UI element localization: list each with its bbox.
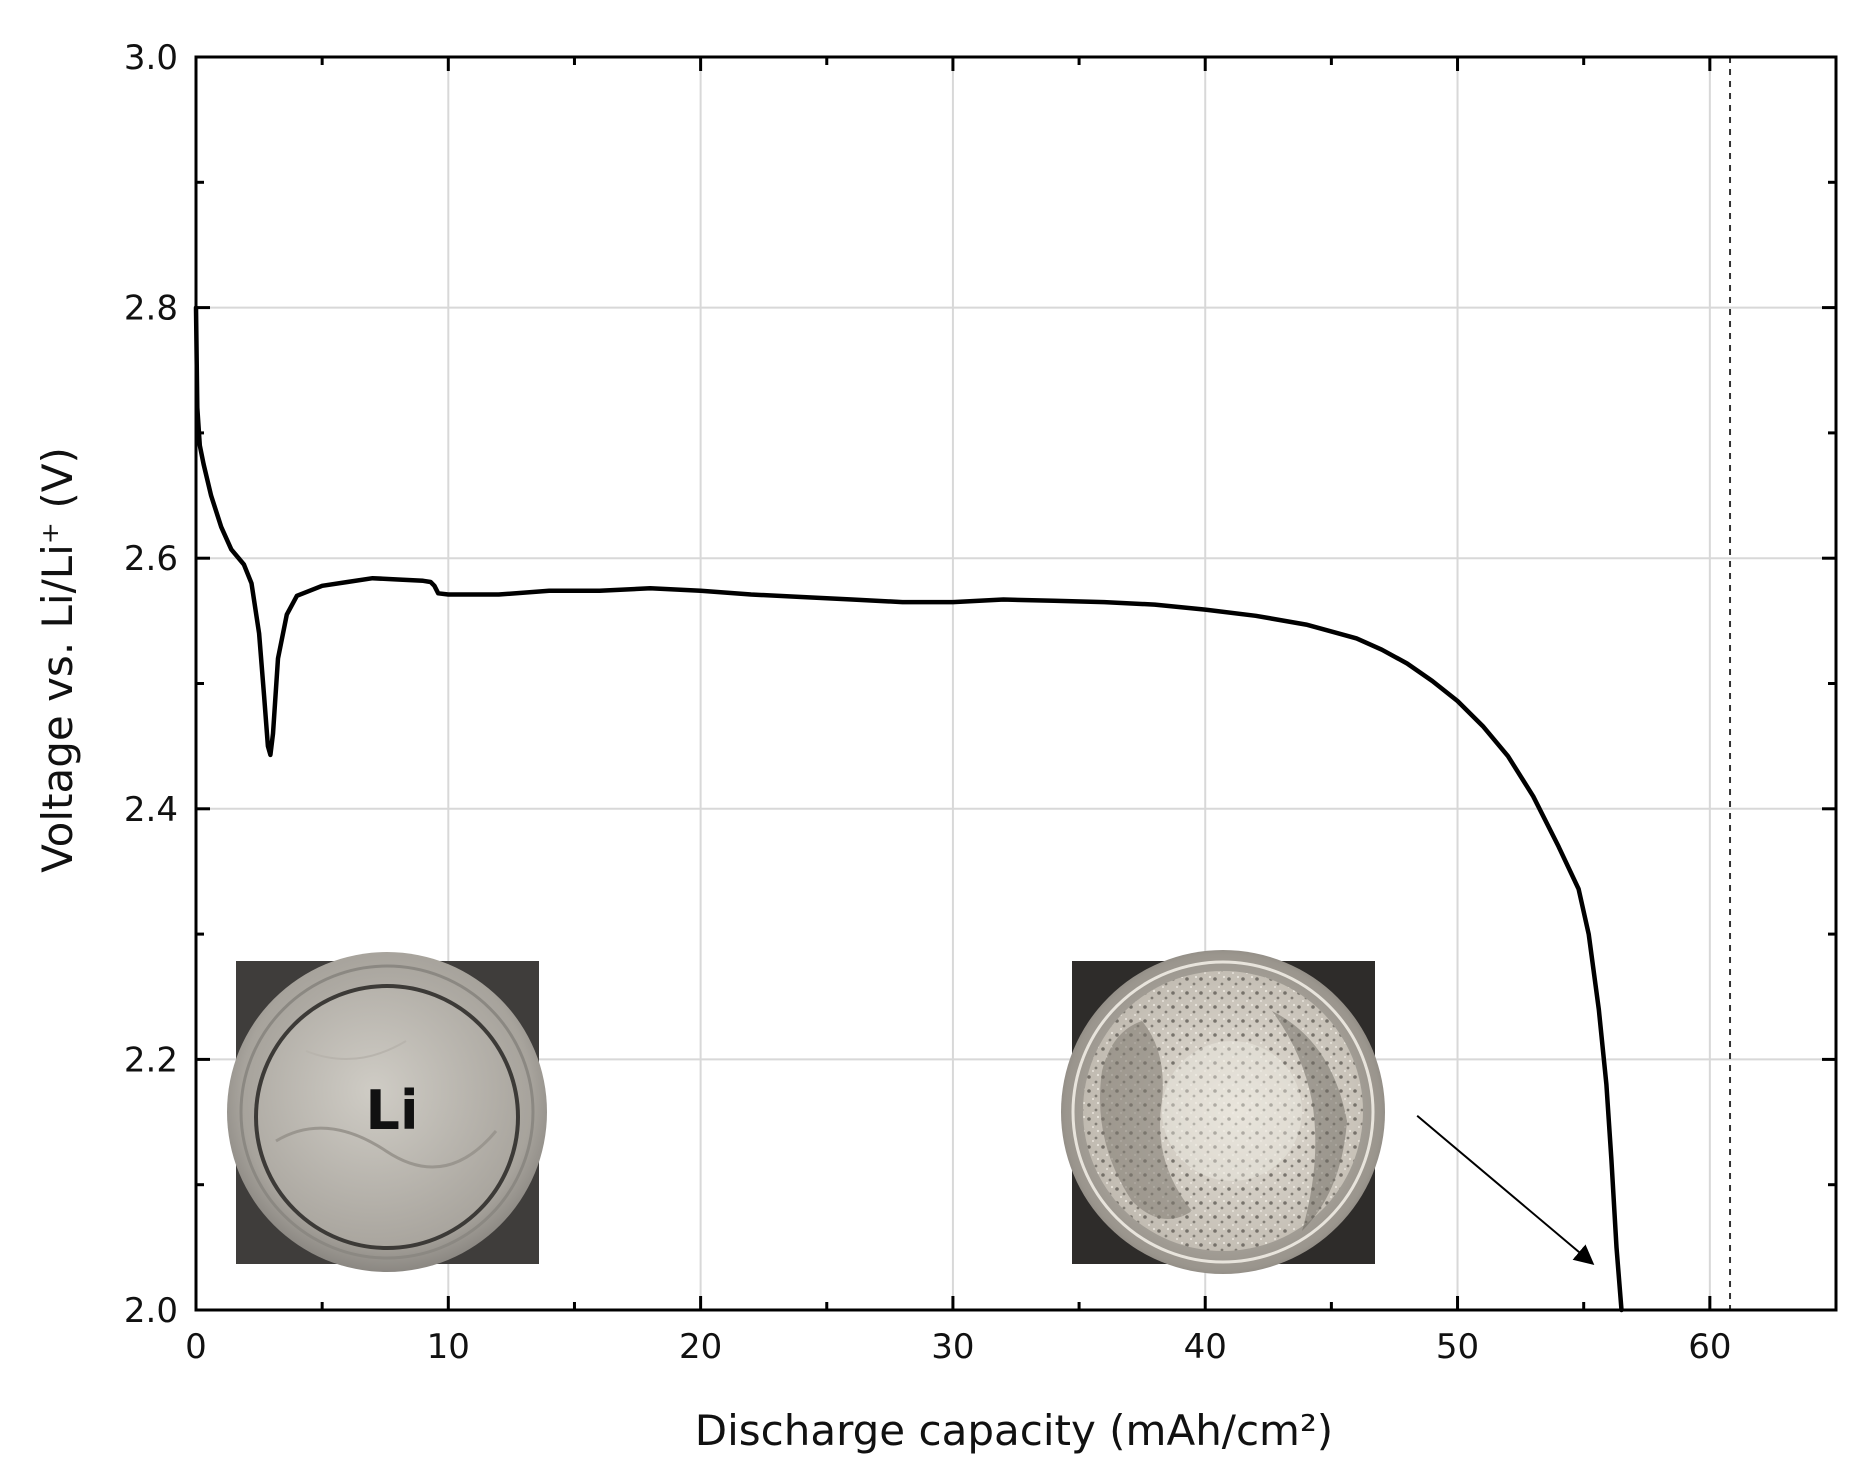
x-tick-label: 60 xyxy=(1688,1327,1731,1367)
axis-ticks xyxy=(194,55,1838,1312)
x-axis-title: Discharge capacity (mAh/cm²) xyxy=(695,1406,1333,1455)
x-tick-label: 20 xyxy=(679,1327,722,1367)
y-tick-label: 2.0 xyxy=(124,1291,178,1331)
y-tick-labels: 2.0 2.2 2.4 2.6 2.8 3.0 xyxy=(124,38,178,1331)
voltage-curve xyxy=(193,305,1624,1313)
x-tick-labels: 0 10 20 30 40 50 60 xyxy=(185,1327,1731,1367)
inset-photo-discharged xyxy=(1061,950,1385,1274)
y-axis-title: Voltage vs. Li/Li⁺ (V) xyxy=(33,447,82,873)
y-tick-label: 3.0 xyxy=(124,38,178,78)
x-tick-label: 30 xyxy=(931,1327,974,1367)
y-tick-label: 2.8 xyxy=(124,289,178,329)
annotation-arrow xyxy=(1416,1115,1595,1265)
x-tick-label: 50 xyxy=(1436,1327,1479,1367)
inset-label-li: Li xyxy=(366,1079,419,1142)
x-tick-label: 10 xyxy=(427,1327,470,1367)
y-tick-label: 2.6 xyxy=(124,539,178,579)
y-tick-label: 2.2 xyxy=(124,1040,178,1080)
x-tick-label: 40 xyxy=(1184,1327,1227,1367)
inset-photo-pristine: Li xyxy=(227,952,547,1272)
y-tick-label: 2.4 xyxy=(124,790,178,830)
x-tick-label: 0 xyxy=(185,1327,207,1367)
